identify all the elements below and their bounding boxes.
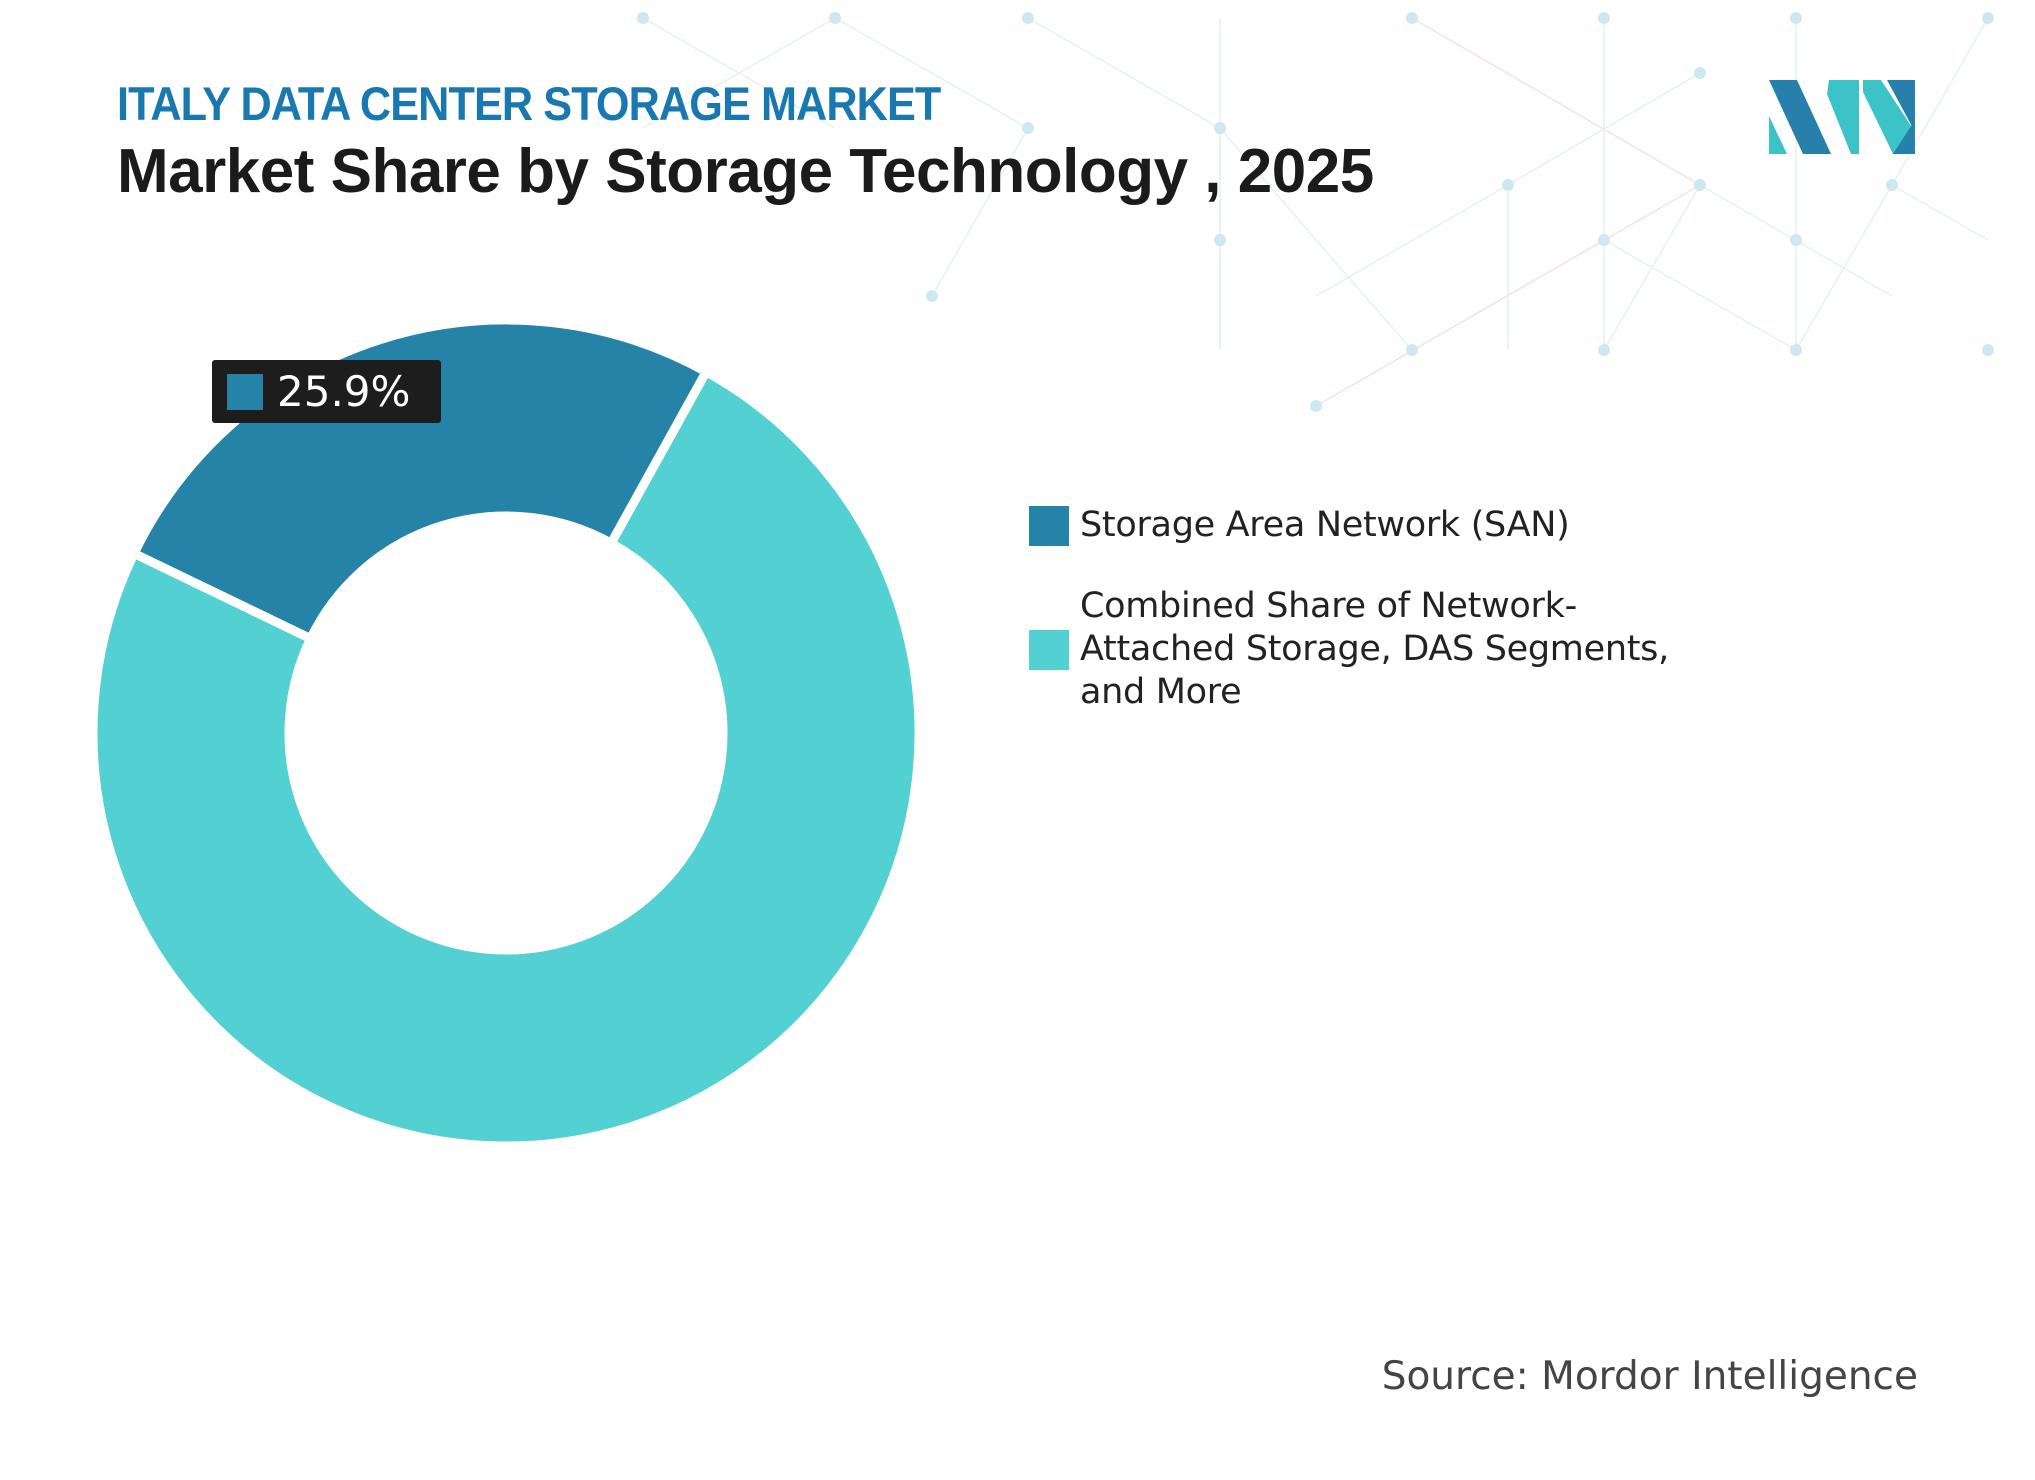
data-label-text: 25.9% [277,367,411,416]
legend-label-combined: Combined Share of Network-Attached Stora… [1080,586,1669,712]
network-node [1790,12,1802,24]
network-node [1214,234,1226,246]
source-note: Source: Mordor Intelligence [1381,1354,1918,1399]
network-node [1694,179,1706,191]
network-node [1598,344,1610,356]
network-node [1790,344,1802,356]
donut-chart [88,315,924,1151]
network-line [1219,127,1317,241]
network-node [1694,67,1706,79]
chart-title: Market Share by Storage Technology , 202… [117,137,1374,206]
network-node [1406,12,1418,24]
legend-label-san: Storage Area Network (SAN) [1080,505,1570,545]
network-node [1310,400,1322,412]
network-node [926,290,938,302]
mordor-logo-icon [1769,80,1915,154]
network-node [1022,122,1034,134]
network-line [931,127,1029,297]
network-node [1790,234,1802,246]
network-line [1891,17,1989,186]
network-node [1982,12,1994,24]
network-node [1022,12,1034,24]
network-node [1502,179,1514,191]
data-label-san: 25.9% [212,360,441,423]
report-kicker: ITALY DATA CENTER STORAGE MARKET [117,77,941,130]
network-line [1795,184,1893,351]
network-node [1886,179,1898,191]
donut-slice-1 [88,365,924,1151]
network-line [1603,239,1797,351]
network-node [1982,344,1994,356]
network-node [637,12,649,24]
network-node [1406,344,1418,356]
legend-swatch-san [1029,505,1069,546]
network-node [1598,234,1610,246]
network-line [1315,239,1413,351]
network-node [1598,12,1610,24]
legend-swatch-combined [1029,629,1069,670]
network-node [1214,122,1226,134]
network-line [1027,17,1221,129]
legend-item-san: Storage Area Network (SAN) [1029,504,1570,547]
network-line [834,17,1029,129]
legend-item-combined: Combined Share of Network-Attached Stora… [1029,585,1680,714]
data-label-swatch [227,373,263,410]
network-line [642,17,836,129]
network-line [1891,184,1989,241]
network-node [829,12,841,24]
